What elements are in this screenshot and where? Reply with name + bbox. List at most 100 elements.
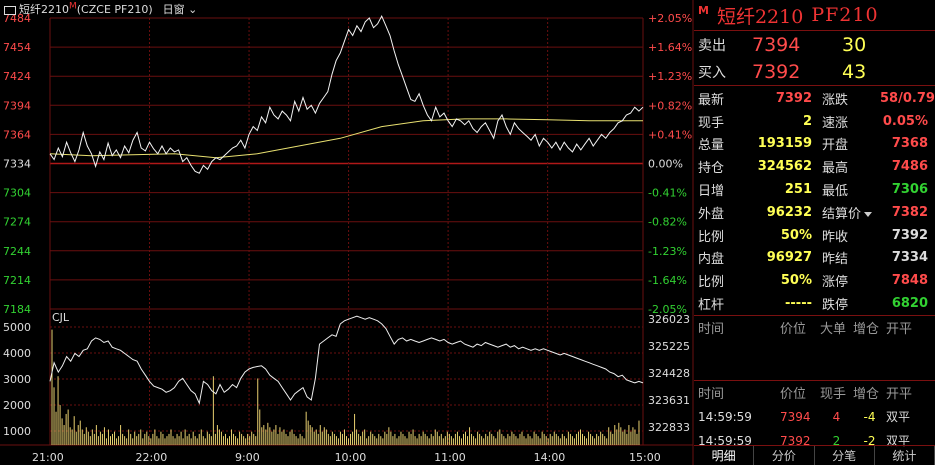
stat-label: 外盘	[698, 206, 725, 222]
stat-row: 最新 7392 涨跌 58/0.79%	[694, 87, 935, 110]
column-header: 大单	[820, 322, 847, 338]
column-header: 开平	[886, 322, 913, 338]
stat-label: 涨跌	[822, 92, 849, 108]
stat-label: 总量	[698, 138, 725, 154]
tick-row[interactable]: 14:59:59 7394 4 -4 双平	[694, 405, 935, 429]
stat-value: 58/0.79%	[880, 90, 935, 106]
stat-value: 7382	[891, 204, 928, 220]
contract-code: PF210	[811, 4, 879, 26]
buy-label: 买入	[698, 64, 726, 81]
contract-name: 短纤2210	[716, 5, 804, 28]
sell-quote-row[interactable]: 卖出 7394 30	[694, 31, 935, 58]
stat-value: 0.05%	[882, 113, 928, 129]
stat-label: 跌停	[822, 298, 849, 314]
stat-value: -----	[785, 296, 812, 312]
tick-header: 时间 价位 现手 增仓 开平	[694, 381, 935, 405]
stat-value: 96232	[766, 204, 812, 220]
quote-panel: M 短纤2210 PF210 卖出 7394 30 买入 7392 43 最新 7…	[694, 0, 935, 465]
caret-down-icon[interactable]	[864, 211, 873, 217]
period-label: 日窗	[162, 3, 185, 16]
contract-title: M 短纤2210 PF210	[694, 0, 935, 30]
stat-label: 日增	[698, 184, 725, 200]
stat-value: 7368	[891, 136, 928, 152]
stat-label: 结算价	[812, 203, 880, 222]
stat-value: 7392	[775, 90, 812, 106]
time-axis-label: 9:00	[235, 451, 260, 464]
tab-stats[interactable]: 统计	[875, 446, 935, 465]
intraday-chart[interactable]: 7484 +2.05% 7454 +1.64% 7424 +1.23% 7394 +0.82%…	[0, 0, 694, 465]
tab-detail[interactable]: 明细	[694, 446, 755, 465]
price-axis-label: 7334	[3, 158, 31, 171]
stat-value: 193159	[757, 136, 812, 152]
tick-oi-change: -4	[863, 409, 876, 424]
stat-value: 7486	[891, 159, 928, 175]
volume-axis-label: 5000	[3, 321, 31, 334]
price-axis-label: 7364	[3, 128, 31, 141]
stat-row: 比例 50% 昨收 7392	[694, 224, 935, 247]
time-axis-label: 21:00	[32, 451, 64, 464]
tab-price[interactable]: 分价	[754, 446, 815, 465]
time-axis-label: 10:00	[335, 451, 367, 464]
price-axis-label: 7244	[3, 245, 31, 258]
stat-label: 持仓	[698, 161, 725, 177]
period-selector[interactable]: 日窗 ⌄	[163, 1, 198, 17]
percent-axis-label: -2.05%	[648, 303, 687, 316]
volume-axis-label: 1000	[3, 425, 31, 438]
buy-volume: 43	[842, 60, 867, 83]
percent-axis-label: +1.64%	[648, 41, 692, 54]
price-axis-label: 7214	[3, 274, 31, 287]
tick-time: 14:59:59	[698, 409, 752, 424]
price-axis-label: 7454	[3, 41, 31, 54]
oi-axis-label: 326023	[648, 313, 690, 326]
big-order-list	[694, 340, 935, 380]
main-contract-flag: M	[698, 4, 709, 17]
stat-value: 251	[784, 182, 812, 198]
percent-axis-label: +0.82%	[648, 99, 692, 112]
stat-label: 开盘	[822, 138, 849, 154]
stat-label: 现手	[698, 115, 725, 131]
stat-label: 最新	[698, 92, 725, 108]
tick-list: 14:59:59 7394 4 -4 双平 14:59:59 7392 2 -2 双平	[694, 405, 935, 453]
percent-axis-label: -1.64%	[648, 274, 687, 287]
stat-value: 50%	[780, 227, 812, 243]
stat-value: 324562	[757, 159, 812, 175]
stat-label: 比例	[698, 229, 725, 245]
tab-ticks[interactable]: 分笔	[815, 446, 875, 465]
stat-value: 6820	[891, 296, 928, 312]
window-icon	[4, 5, 16, 15]
chart-symbol-name: 短纤2210	[19, 3, 69, 16]
chevron-down-icon: ⌄	[188, 3, 198, 16]
buy-quote-row[interactable]: 买入 7392 43	[694, 58, 935, 85]
chart-symbol-code: (CZCE PF210)	[76, 3, 153, 16]
sell-price: 7394	[752, 33, 801, 56]
time-axis-label: 11:00	[434, 451, 466, 464]
price-axis-label: 7424	[3, 70, 31, 83]
price-axis-label: 7304	[3, 187, 31, 200]
oi-axis-label: 325225	[648, 340, 690, 353]
stat-value: 2	[802, 113, 812, 129]
chart-symbol-button[interactable]: 短纤2210M(CZCE PF210)	[4, 1, 153, 17]
stat-value: 7392	[891, 227, 928, 243]
stat-label: 昨结	[822, 252, 849, 268]
stat-row: 内盘 96927 昨结 7334	[694, 247, 935, 270]
stat-value: 7334	[891, 250, 928, 266]
volume-axis-label: 3000	[3, 373, 31, 386]
volume-axis-label: 2000	[3, 399, 31, 412]
sell-volume: 30	[842, 33, 867, 56]
average-price-line	[49, 118, 643, 159]
percent-axis-label: 0.00%	[648, 158, 683, 171]
tick-row[interactable]: 14:59:59 7392 2 -2 双平	[694, 429, 935, 453]
percent-axis-label: -0.41%	[648, 187, 687, 200]
percent-axis-label: -0.82%	[648, 216, 687, 229]
buy-price: 7392	[752, 60, 801, 83]
oi-axis-label: 323631	[648, 394, 690, 407]
tick-oi-change: -2	[863, 433, 876, 448]
column-header: 增仓	[853, 387, 880, 403]
open-interest-line	[49, 315, 644, 405]
stats-table: 最新 7392 涨跌 58/0.79% 现手 2 速涨 0.05% 总量 193159 开盘 7368…	[694, 86, 935, 315]
stat-value: 50%	[780, 273, 812, 289]
time-axis-label: 22:00	[136, 451, 168, 464]
column-header: 现手	[820, 387, 847, 403]
price-line	[49, 14, 644, 174]
stat-value: 7848	[891, 273, 928, 289]
